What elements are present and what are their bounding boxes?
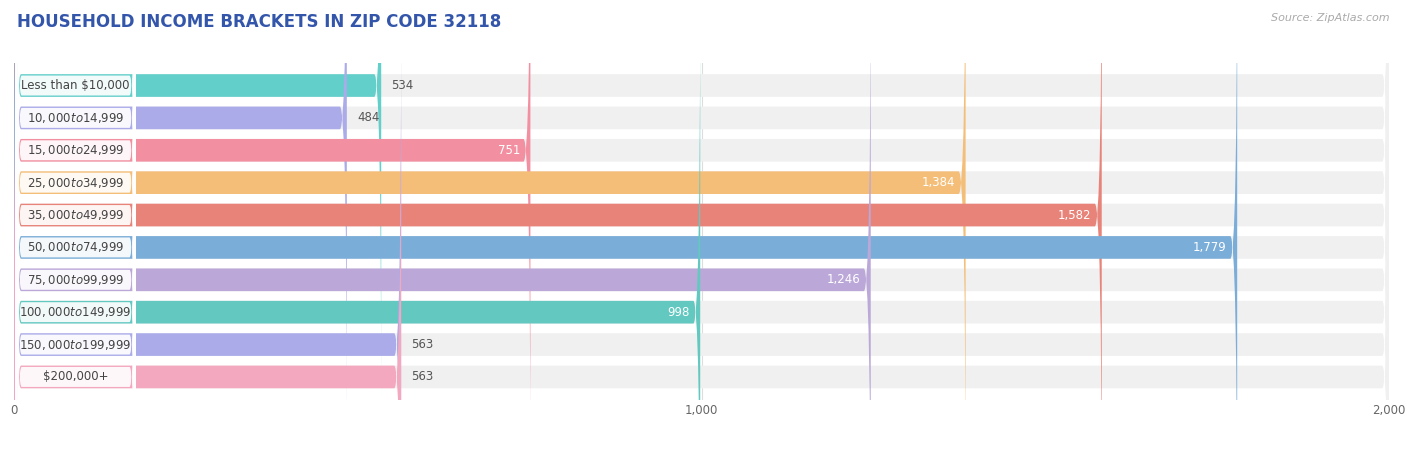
Text: 534: 534 xyxy=(391,79,413,92)
Text: 484: 484 xyxy=(357,111,380,124)
FancyBboxPatch shape xyxy=(14,32,401,449)
FancyBboxPatch shape xyxy=(14,0,700,449)
Text: 563: 563 xyxy=(412,370,433,383)
Text: Less than $10,000: Less than $10,000 xyxy=(21,79,129,92)
Text: 751: 751 xyxy=(498,144,520,157)
FancyBboxPatch shape xyxy=(14,65,1389,449)
FancyBboxPatch shape xyxy=(15,0,136,449)
FancyBboxPatch shape xyxy=(14,0,1389,398)
FancyBboxPatch shape xyxy=(14,0,347,431)
Text: 1,246: 1,246 xyxy=(827,273,860,286)
FancyBboxPatch shape xyxy=(14,0,1389,449)
FancyBboxPatch shape xyxy=(14,0,1389,449)
Text: 1,384: 1,384 xyxy=(922,176,955,189)
FancyBboxPatch shape xyxy=(14,0,1389,449)
FancyBboxPatch shape xyxy=(14,32,1389,449)
FancyBboxPatch shape xyxy=(14,0,966,449)
Text: 998: 998 xyxy=(668,306,690,319)
FancyBboxPatch shape xyxy=(14,0,1389,449)
Text: $150,000 to $199,999: $150,000 to $199,999 xyxy=(20,338,132,352)
Text: $200,000+: $200,000+ xyxy=(42,370,108,383)
FancyBboxPatch shape xyxy=(15,0,136,449)
FancyBboxPatch shape xyxy=(14,65,401,449)
FancyBboxPatch shape xyxy=(15,0,136,432)
Text: $75,000 to $99,999: $75,000 to $99,999 xyxy=(27,273,124,287)
Text: $50,000 to $74,999: $50,000 to $74,999 xyxy=(27,240,124,255)
FancyBboxPatch shape xyxy=(15,0,136,399)
Text: 1,779: 1,779 xyxy=(1194,241,1227,254)
Text: $35,000 to $49,999: $35,000 to $49,999 xyxy=(27,208,124,222)
FancyBboxPatch shape xyxy=(15,0,136,367)
FancyBboxPatch shape xyxy=(14,0,1237,449)
FancyBboxPatch shape xyxy=(15,96,136,449)
FancyBboxPatch shape xyxy=(15,31,136,449)
FancyBboxPatch shape xyxy=(15,0,136,449)
FancyBboxPatch shape xyxy=(14,0,530,449)
FancyBboxPatch shape xyxy=(14,0,1389,449)
Text: Source: ZipAtlas.com: Source: ZipAtlas.com xyxy=(1271,13,1389,23)
Text: HOUSEHOLD INCOME BRACKETS IN ZIP CODE 32118: HOUSEHOLD INCOME BRACKETS IN ZIP CODE 32… xyxy=(17,13,501,31)
FancyBboxPatch shape xyxy=(14,0,1102,449)
Text: 1,582: 1,582 xyxy=(1057,208,1091,221)
FancyBboxPatch shape xyxy=(15,63,136,449)
Text: $15,000 to $24,999: $15,000 to $24,999 xyxy=(27,143,124,157)
Text: $25,000 to $34,999: $25,000 to $34,999 xyxy=(27,176,124,189)
FancyBboxPatch shape xyxy=(14,0,1389,449)
FancyBboxPatch shape xyxy=(15,0,136,449)
Text: 563: 563 xyxy=(412,338,433,351)
FancyBboxPatch shape xyxy=(14,0,381,398)
FancyBboxPatch shape xyxy=(14,0,870,449)
Text: $10,000 to $14,999: $10,000 to $14,999 xyxy=(27,111,124,125)
Text: $100,000 to $149,999: $100,000 to $149,999 xyxy=(20,305,132,319)
FancyBboxPatch shape xyxy=(14,0,1389,431)
